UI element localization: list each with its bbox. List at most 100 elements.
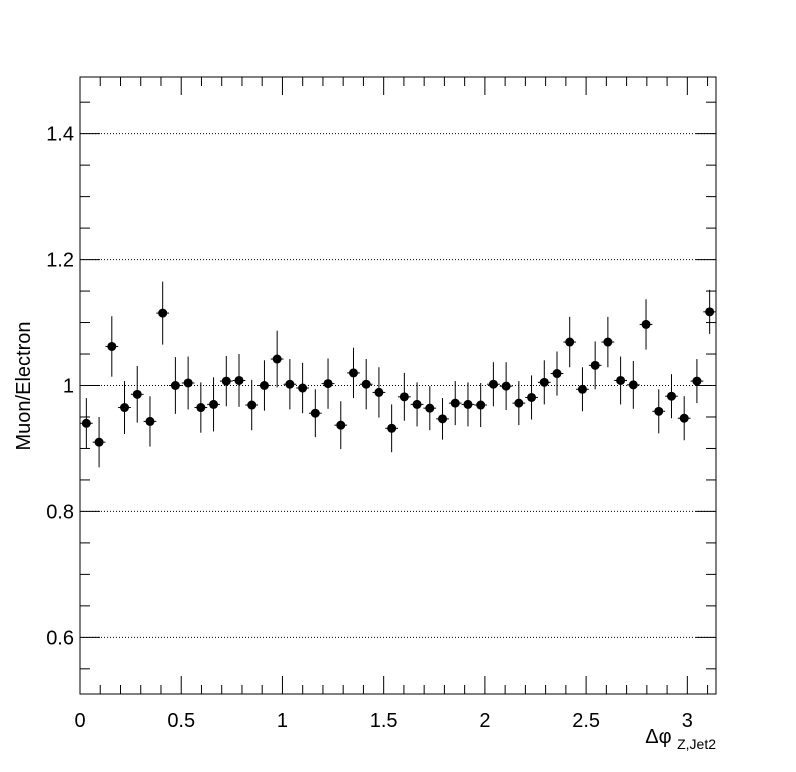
point-marker [234,375,244,385]
data-point [588,341,602,390]
x-tick-label: 3 [682,710,693,732]
data-point [194,382,208,433]
point-marker [603,337,613,347]
data-point [385,404,398,453]
data-point [665,374,678,419]
data-point [639,299,653,350]
point-marker [120,403,130,413]
data-point [334,401,348,450]
data-point [359,359,373,410]
point-marker [247,400,257,410]
point-marker [259,381,269,390]
point-marker [527,392,537,402]
data-point [601,316,615,368]
x-tick-label: 1.5 [370,710,398,732]
point-marker [628,380,638,390]
point-marker [387,423,397,433]
point-marker [272,354,282,364]
tick-labels: 0 0.5 1 1.5 2 2.5 3 0.6 0.8 1 1.2 1.4 [46,124,693,732]
y-tick-label: 0.6 [46,627,74,649]
point-marker [565,337,575,347]
data-point [270,330,284,388]
point-marker [323,379,333,389]
data-point [398,372,411,421]
data-point [614,356,627,405]
data-point [690,359,704,404]
data-point [156,281,170,345]
point-marker [336,420,346,430]
point-marker [552,369,562,379]
y-tick-label: 1.4 [46,124,74,146]
data-point [550,351,564,396]
point-marker [81,418,91,428]
data-point [308,389,322,438]
x-tick-label: 2 [479,710,490,732]
axis-ticks [79,77,716,694]
point-marker [310,408,320,418]
data-point [181,356,195,410]
data-point [499,362,513,411]
data-point [219,355,233,407]
data-point [80,398,93,449]
point-marker [438,414,448,424]
x-axis-title-main: Δφ [645,726,671,748]
data-point [677,396,691,441]
data-point [423,386,437,431]
data-point [118,381,131,434]
data-point [474,382,488,428]
data-point [448,381,462,426]
data-point [576,367,589,412]
point-marker [298,383,308,393]
point-marker [679,413,689,423]
y-axis-title: Muon/Electron [13,322,35,451]
point-marker [641,319,651,329]
point-marker [285,379,295,389]
data-point [512,381,526,426]
x-tick-label: 0 [74,710,85,732]
point-marker [348,368,358,378]
point-marker [361,379,371,389]
point-marker [450,398,460,408]
point-marker [488,379,498,389]
point-marker [654,406,664,416]
data-point [410,382,424,427]
point-marker [170,381,180,390]
point-marker [666,391,676,401]
point-marker [94,437,104,447]
x-tick-label: 2.5 [572,710,600,732]
x-axis-title: Δφ Z,Jet2 [645,726,716,752]
point-marker [705,307,715,317]
data-point [169,357,182,414]
point-marker [196,403,206,413]
point-marker [158,308,168,318]
point-marker [514,398,524,408]
point-marker [183,378,193,388]
point-marker [425,403,435,413]
point-marker [399,392,409,402]
data-point [626,360,640,409]
data-points [80,281,716,468]
data-point [525,375,538,420]
point-marker [616,375,626,385]
data-point [130,365,144,423]
y-tick-label: 0.8 [46,501,74,523]
data-point [321,358,335,409]
data-point [347,347,360,399]
point-marker [132,389,142,399]
data-point [703,289,716,334]
point-marker [692,376,702,386]
data-point [245,379,259,431]
data-point [207,377,220,432]
data-point [92,416,106,468]
data-point [372,367,386,418]
x-tick-label: 1 [277,710,288,732]
x-tick-label: 0.5 [167,710,195,732]
point-marker [476,400,486,410]
data-point [105,316,119,377]
data-point [436,398,449,440]
point-marker [463,399,473,409]
data-point [258,360,271,411]
data-point [283,359,297,410]
point-marker [590,360,600,370]
